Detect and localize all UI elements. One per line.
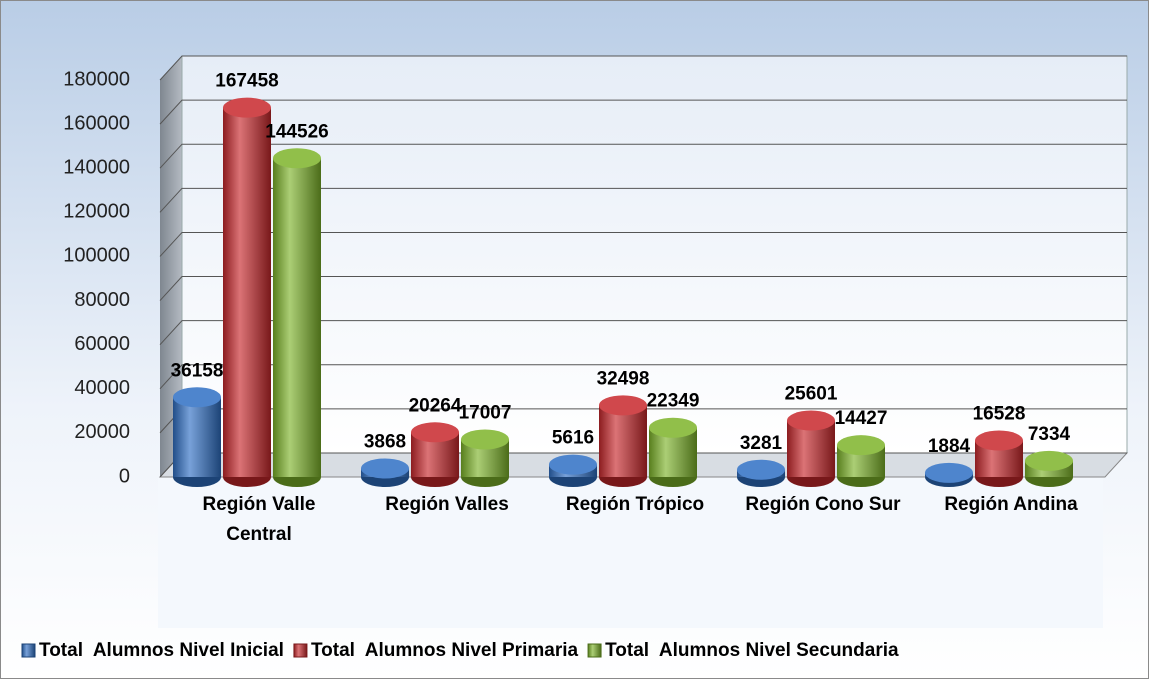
bar-top [975, 430, 1023, 451]
grid-line [159, 364, 1127, 390]
grid-line [159, 276, 1127, 301]
y-tick-label: 80000 [74, 289, 130, 311]
x-tick-label: Región Trópico [565, 494, 705, 515]
data-label: 3868 [364, 431, 406, 452]
bar-top [599, 395, 647, 416]
data-label: 20264 [409, 395, 462, 416]
y-tick-label: 160000 [63, 112, 130, 134]
bar-body [223, 107, 271, 477]
data-label: 22349 [647, 391, 700, 412]
bar [837, 435, 885, 487]
bar [599, 395, 647, 487]
legend-swatch [21, 643, 36, 658]
bar-top [411, 422, 459, 443]
y-tick-label: 40000 [74, 377, 130, 399]
y-tick-label: 180000 [63, 68, 130, 90]
bar-top [925, 462, 973, 483]
grid-line [159, 231, 1127, 257]
x-tick-label: Región Cono Sur [745, 494, 901, 515]
bar-top [173, 387, 221, 408]
x-tick-label: Región Valles [385, 494, 509, 515]
data-label: 144526 [265, 121, 328, 142]
bar [549, 454, 597, 487]
side-wall [160, 56, 182, 477]
grid-line [159, 55, 1127, 81]
label-band [158, 478, 1103, 628]
grid-line [159, 99, 1127, 125]
bar-top [361, 458, 409, 479]
x-tick-label: Región Valle Central [202, 494, 316, 545]
legend-swatch [293, 643, 308, 658]
grid-line [159, 187, 1127, 213]
bar [273, 148, 321, 487]
data-label: 32498 [597, 368, 650, 389]
bar-top [649, 417, 697, 438]
x-tick-label: Región Andina [944, 494, 1078, 515]
data-label: 14427 [835, 408, 888, 429]
data-label: 17007 [459, 403, 512, 424]
bar-top [549, 454, 597, 475]
y-tick-label: 120000 [63, 201, 130, 223]
y-tick-label: 100000 [63, 245, 130, 267]
legend-label: Total Alumnos Nivel Primaria [311, 640, 579, 661]
bar-top [787, 410, 835, 431]
data-label: 3281 [740, 433, 783, 454]
bar [925, 462, 973, 487]
bar [361, 458, 409, 487]
y-tick-label: 0 [119, 465, 130, 487]
legend-label: Total Alumnos Nivel Inicial [39, 640, 284, 661]
bar-top [461, 429, 509, 450]
bar-top [223, 97, 271, 118]
bar [173, 387, 221, 487]
y-tick-label: 60000 [74, 333, 130, 355]
bar-body [273, 158, 321, 478]
bar [737, 459, 785, 487]
bar [787, 410, 835, 487]
bar [411, 422, 459, 487]
legend-label: Total Alumnos Nivel Secundaria [605, 640, 899, 661]
grid-line [159, 320, 1127, 346]
data-label: 1884 [928, 436, 971, 457]
back-wall [181, 55, 1128, 454]
bar-top [737, 459, 785, 480]
bar-top [1025, 450, 1073, 471]
data-label: 5616 [552, 428, 594, 449]
data-label: 167458 [215, 71, 278, 92]
data-label: 7334 [1028, 424, 1071, 445]
bar-body [173, 397, 221, 477]
bar [1025, 450, 1073, 487]
grid-line [159, 143, 1127, 169]
y-tick-label: 140000 [63, 157, 130, 179]
bar [461, 429, 509, 487]
bar [223, 97, 271, 487]
bar-body [599, 405, 647, 477]
bar-top [837, 435, 885, 456]
data-label: 16528 [973, 404, 1026, 425]
bar-top [273, 148, 321, 169]
legend-swatch [587, 643, 602, 658]
y-tick-label: 20000 [74, 421, 130, 443]
bar [649, 417, 697, 487]
data-label: 25601 [785, 384, 838, 405]
bar [975, 430, 1023, 487]
data-label: 36158 [171, 360, 224, 381]
